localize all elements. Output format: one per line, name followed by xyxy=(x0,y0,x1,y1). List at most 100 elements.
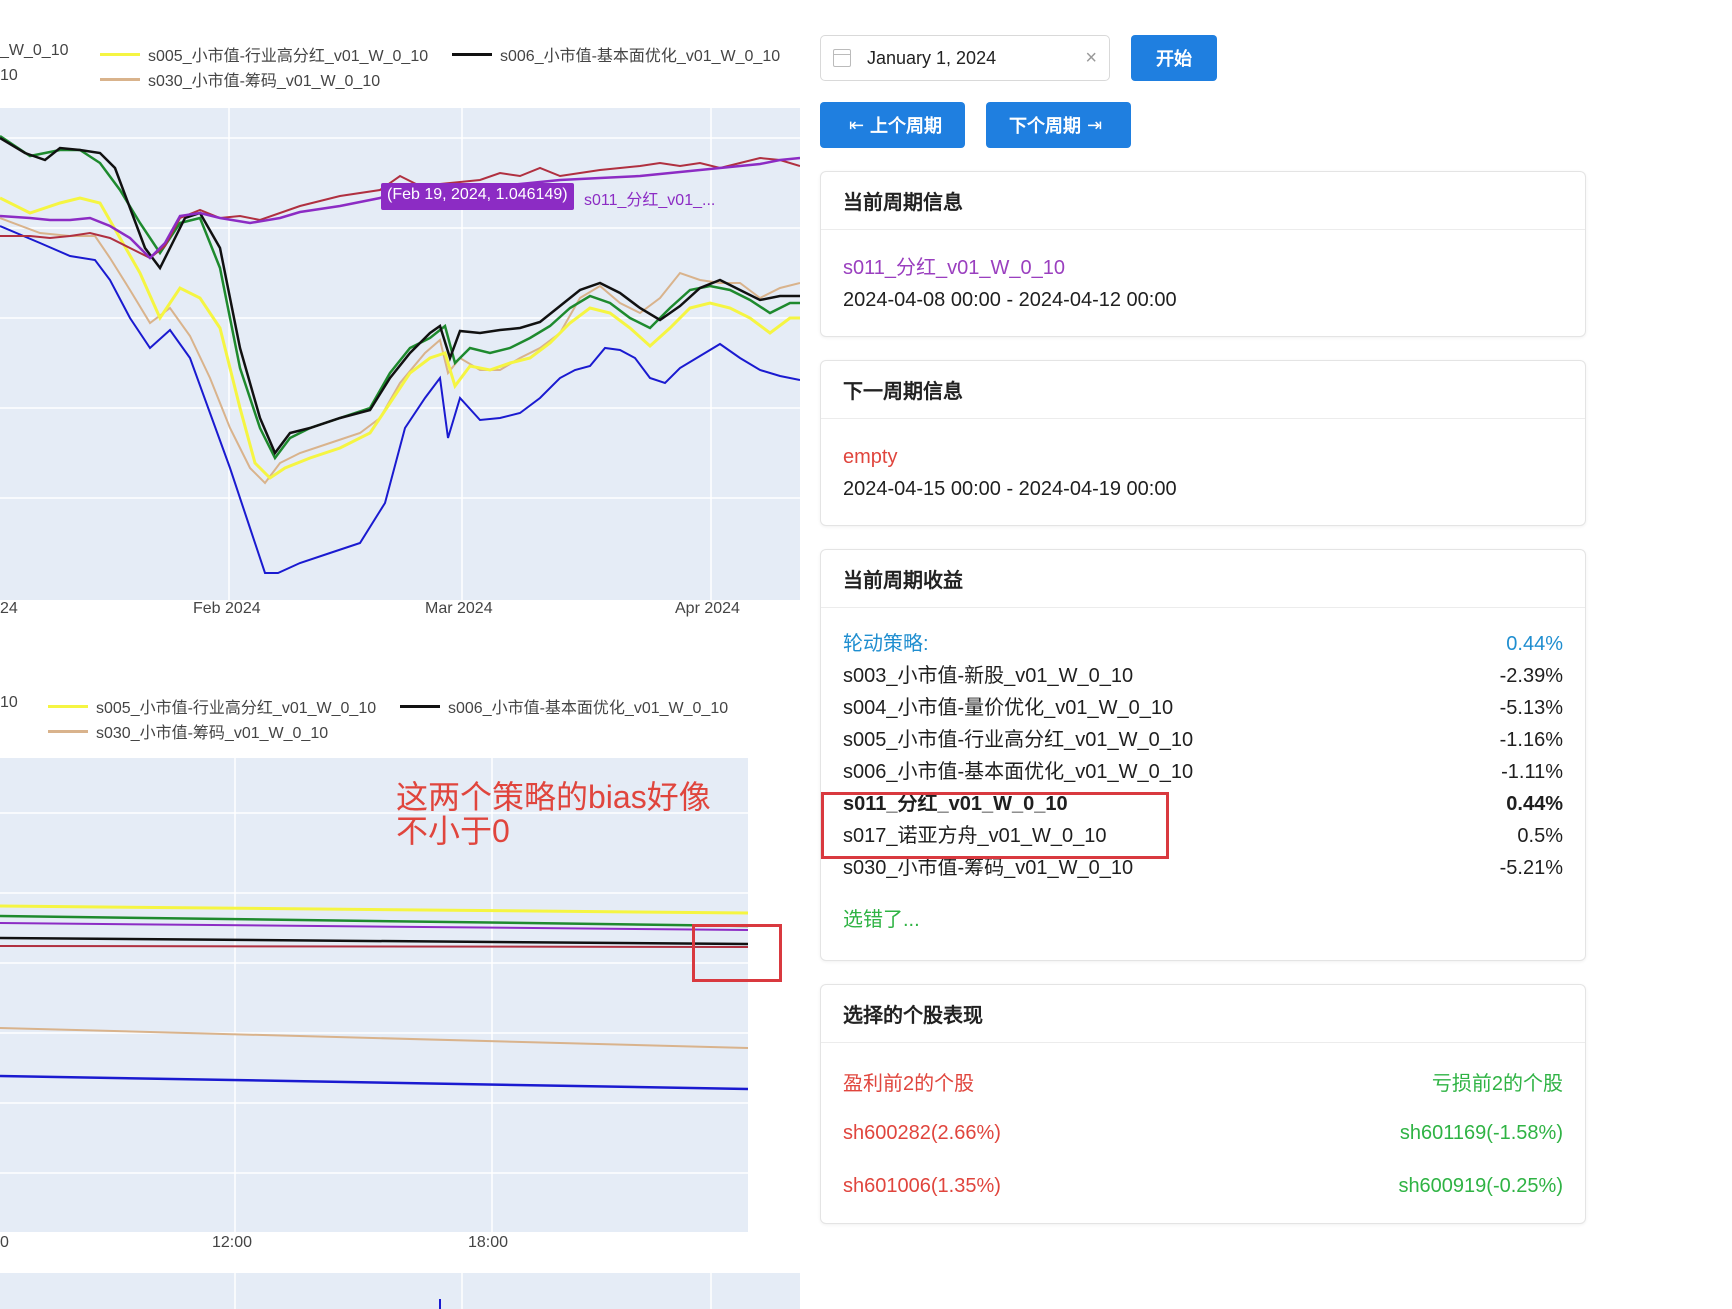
start-button-label: 开始 xyxy=(1156,49,1192,69)
return-value: -1.11% xyxy=(1501,761,1563,783)
series-line-black xyxy=(0,936,748,946)
legend-swatch xyxy=(48,729,88,733)
legend-label: s005_小市值-行业高分红_v01_W_0_10 xyxy=(148,48,429,65)
legend-label: s005_小市值-行业高分红_v01_W_0_10 xyxy=(96,700,377,717)
card-title: 下一周期信息 xyxy=(821,361,1585,419)
date-picker[interactable]: January 1, 2024 × xyxy=(820,35,1110,81)
prev-period-button[interactable]: ⇤ 上个周期 xyxy=(820,102,965,148)
annotation-line: 不小于0 xyxy=(396,813,510,849)
return-row: s030_小市值-筹码_v01_W_0_10 -5.21% xyxy=(843,852,1563,884)
bottom-chart-plot[interactable] xyxy=(0,758,748,1232)
stocks-card: 选择的个股表现 盈利前2的个股 亏损前2的个股 sh600282(2.66%) … xyxy=(820,984,1586,1224)
rotation-row: 轮动策略: 0.44% xyxy=(843,628,1563,660)
legend-item[interactable]: s006_小市值-基本面优化_v01_W_0_10 xyxy=(400,694,728,718)
third-chart-plot[interactable] xyxy=(0,1273,800,1309)
calendar-icon xyxy=(833,49,851,67)
series-line-green xyxy=(0,914,748,928)
legend-label: s006_小市值-基本面优化_v01_W_0_10 xyxy=(500,48,781,65)
tooltip-text: (Feb 19, 2024, 1.046149) xyxy=(387,186,568,203)
return-name: s005_小市值-行业高分红_v01_W_0_10 xyxy=(843,729,1194,751)
series-line-black xyxy=(0,136,800,456)
legend-item[interactable]: 10 xyxy=(0,67,18,85)
returns-card: 当前周期收益 轮动策略: 0.44% s003_小市值-新股_v01_W_0_1… xyxy=(820,549,1586,961)
clear-icon[interactable]: × xyxy=(1085,46,1097,69)
stock-header-row: 盈利前2的个股 亏损前2的个股 xyxy=(843,1067,1563,1096)
next-period-card: 下一周期信息 empty 2024-04-15 00:00 - 2024-04-… xyxy=(820,360,1586,526)
return-name: s003_小市值-新股_v01_W_0_10 xyxy=(843,665,1134,687)
rotation-value: 0.44% xyxy=(1506,633,1563,655)
gainer-stock: sh600282(2.66%) xyxy=(843,1122,1001,1144)
annotation-line: 这两个策略的bias好像 xyxy=(396,779,711,815)
return-value: -5.13% xyxy=(1499,697,1563,719)
gainer-stock: sh601006(1.35%) xyxy=(843,1175,1001,1197)
highlight-box-chart xyxy=(692,924,782,982)
legend-label: _W_0_10 xyxy=(0,42,69,59)
arrow-left-icon: ⇤ xyxy=(848,114,865,135)
tooltip-series-name: s011_分红_v01_... xyxy=(584,192,716,209)
legend-swatch xyxy=(48,704,88,708)
next-strategy: empty xyxy=(843,446,898,468)
x-tick-label: 12:00 xyxy=(212,1234,253,1251)
series-line-darkred xyxy=(0,945,748,948)
legend-label: s030_小市值-筹码_v01_W_0_10 xyxy=(148,73,381,90)
series-line-tan xyxy=(0,1027,748,1049)
return-row-selected: s011_分红_v01_W_0_10 0.44% xyxy=(843,788,1563,820)
return-name: s030_小市值-筹码_v01_W_0_10 xyxy=(843,857,1134,879)
start-button[interactable]: 开始 xyxy=(1131,35,1217,81)
next-range: 2024-04-15 00:00 - 2024-04-19 00:00 xyxy=(843,478,1177,500)
return-row: s006_小市值-基本面优化_v01_W_0_10 -1.11% xyxy=(843,756,1563,788)
legend-item[interactable]: s030_小市值-筹码_v01_W_0_10 xyxy=(100,67,380,91)
prev-period-label: 上个周期 xyxy=(870,116,943,136)
return-row: s004_小市值-量价优化_v01_W_0_10 -5.13% xyxy=(843,692,1563,724)
loser-stock: sh600919(-0.25%) xyxy=(1398,1175,1563,1197)
return-value: -5.21% xyxy=(1499,857,1563,879)
legend-item[interactable]: s006_小市值-基本面优化_v01_W_0_10 xyxy=(452,42,780,66)
handwritten-annotation: 这两个策略的bias好像 不小于0 xyxy=(396,780,736,848)
legend-item[interactable]: s005_小市值-行业高分红_v01_W_0_10 xyxy=(48,694,376,718)
legend-swatch xyxy=(452,52,492,56)
stock-row: sh601006(1.35%) sh600919(-0.25%) xyxy=(843,1175,1563,1198)
series-line-yellow xyxy=(0,196,800,480)
return-name: s004_小市值-量价优化_v01_W_0_10 xyxy=(843,697,1174,719)
legend-item[interactable]: s005_小市值-行业高分红_v01_W_0_10 xyxy=(100,42,428,66)
x-tick-label: 24 xyxy=(0,600,18,617)
legend-item[interactable]: _W_0_10 xyxy=(0,42,69,60)
top-losers-label: 亏损前2的个股 xyxy=(1431,1073,1563,1095)
x-tick-label: 18:00 xyxy=(468,1234,509,1251)
return-name: s017_诺亚方舟_v01_W_0_10 xyxy=(843,825,1107,847)
series-line-yellow xyxy=(0,904,748,915)
legend-label: s006_小市值-基本面优化_v01_W_0_10 xyxy=(448,700,729,717)
current-period-card: 当前周期信息 s011_分红_v01_W_0_10 2024-04-08 00:… xyxy=(820,171,1586,337)
x-tick-label: Mar 2024 xyxy=(425,600,493,617)
stock-row: sh600282(2.66%) sh601169(-1.58%) xyxy=(843,1122,1563,1145)
series-line-purple xyxy=(0,156,800,260)
card-title: 当前周期信息 xyxy=(821,172,1585,230)
top-chart-plot[interactable] xyxy=(0,108,800,600)
legend-item[interactable]: s030_小市值-筹码_v01_W_0_10 xyxy=(48,719,328,743)
next-period-label: 下个周期 xyxy=(1008,116,1081,136)
date-value: January 1, 2024 xyxy=(867,47,997,68)
arrow-right-icon: ⇥ xyxy=(1086,114,1103,135)
card-title: 选择的个股表现 xyxy=(821,985,1585,1043)
top-gridlines xyxy=(0,108,800,600)
rotation-label: 轮动策略: xyxy=(843,633,929,655)
bottom-chart-legend: 10 s005_小市值-行业高分红_v01_W_0_10 s006_小市值-基本… xyxy=(0,694,800,744)
series-line-green xyxy=(0,134,800,461)
series-line-purple xyxy=(0,922,748,931)
next-period-button[interactable]: 下个周期 ⇥ xyxy=(986,102,1131,148)
return-row: s017_诺亚方舟_v01_W_0_10 0.5% xyxy=(843,820,1563,852)
return-value: 0.5% xyxy=(1517,825,1563,847)
top-chart-legend: _W_0_10 s005_小市值-行业高分红_v01_W_0_10 s006_小… xyxy=(0,42,800,92)
current-strategy: s011_分红_v01_W_0_10 xyxy=(843,257,1065,279)
return-row: s003_小市值-新股_v01_W_0_10 -2.39% xyxy=(843,660,1563,692)
return-value: -1.16% xyxy=(1499,729,1563,751)
highlight-box-returns xyxy=(821,792,1169,859)
legend-swatch xyxy=(100,52,140,56)
legend-item[interactable]: 10 xyxy=(0,694,18,712)
series-line-blue xyxy=(0,225,800,574)
loser-stock: sh601169(-1.58%) xyxy=(1399,1122,1563,1144)
return-name: s006_小市值-基本面优化_v01_W_0_10 xyxy=(843,761,1194,783)
x-tick-label: 0 xyxy=(0,1234,9,1251)
hover-tooltip: (Feb 19, 2024, 1.046149) xyxy=(381,183,574,210)
x-tick-label: Feb 2024 xyxy=(193,600,261,617)
